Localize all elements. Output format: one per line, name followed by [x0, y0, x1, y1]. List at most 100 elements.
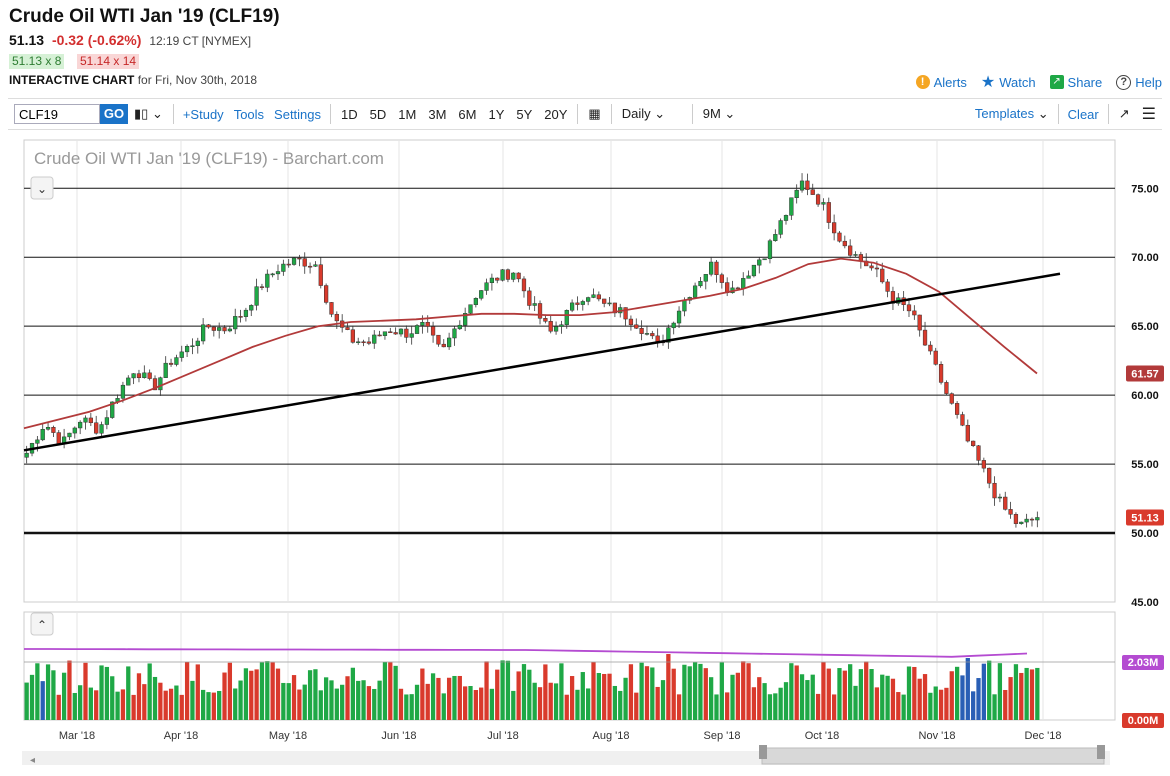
collapse-button[interactable] [30, 176, 54, 200]
volume-bar [126, 666, 131, 720]
volume-bar [676, 694, 682, 720]
go-button[interactable]: GO [100, 104, 128, 124]
range-dropdown[interactable]: 9M ⌄ [702, 106, 736, 121]
candle [233, 316, 238, 330]
candle [500, 269, 505, 281]
candle [580, 301, 585, 305]
volume-bar [254, 669, 259, 720]
volume-ma-line [24, 648, 1028, 658]
candle [687, 297, 692, 301]
volume-bar [94, 690, 99, 720]
period-1m[interactable]: 1M [398, 106, 417, 122]
interval-dropdown[interactable]: Daily ⌄ [621, 106, 666, 121]
candle [896, 297, 901, 304]
volume-bar [634, 692, 639, 720]
candle [853, 254, 858, 256]
candle [671, 322, 676, 329]
scroll-handle-left[interactable] [759, 745, 767, 759]
volume-bar [516, 671, 521, 720]
help-link[interactable]: ? Help [1116, 74, 1162, 90]
collapse-button[interactable] [30, 612, 54, 636]
candle [217, 327, 222, 331]
volume-bar [660, 680, 666, 720]
candle [543, 318, 548, 322]
period-5y[interactable]: 5Y [516, 106, 533, 122]
tools-button[interactable]: Tools [233, 106, 265, 122]
volume-bar [896, 692, 901, 720]
period-1d[interactable]: 1D [341, 106, 358, 122]
volume-bar [163, 690, 168, 720]
volume-bar [286, 683, 291, 720]
watch-link[interactable]: ★ Watch [980, 74, 1036, 91]
period-3m[interactable]: 3M [428, 106, 447, 122]
volume-ma-badge [1122, 655, 1164, 670]
candle [388, 331, 393, 333]
period-5d[interactable]: 5D [369, 106, 387, 122]
study-button[interactable]: +Study [182, 106, 224, 122]
volume-bar [152, 676, 158, 720]
divider [330, 104, 332, 124]
candle [837, 232, 842, 242]
volume-bar [51, 670, 56, 720]
volume-bar [259, 662, 265, 720]
candle [168, 362, 174, 365]
volume-bar [987, 660, 992, 720]
settings-button[interactable]: Settings [274, 106, 322, 122]
volume-bar [136, 673, 142, 720]
candle [409, 333, 414, 338]
clear-button[interactable]: Clear [1067, 106, 1099, 122]
period-6m[interactable]: 6M [458, 106, 477, 122]
candle [783, 215, 789, 221]
candle [318, 264, 323, 286]
candle [334, 313, 339, 322]
candle [537, 303, 543, 319]
templates-dropdown[interactable]: Templates ⌄ [974, 106, 1049, 121]
scroll-thumb[interactable] [761, 747, 1105, 765]
candle [746, 275, 751, 279]
volume-bar [725, 692, 730, 720]
candle [324, 285, 329, 303]
volume-bar [842, 670, 847, 720]
volume-bar [425, 683, 430, 720]
volume-bar [532, 682, 537, 720]
candle [692, 285, 698, 298]
period-20y[interactable]: 20Y [544, 106, 568, 122]
y-tick-box [1126, 457, 1164, 472]
candle [564, 310, 569, 325]
chart-type-dropdown[interactable]: ▮▯ ⌄ [128, 106, 169, 122]
alerts-link[interactable]: ! Alerts [915, 75, 967, 90]
scroll-handle-right[interactable] [1097, 745, 1105, 759]
candle [259, 286, 265, 288]
divider [577, 104, 579, 124]
candle [56, 432, 61, 445]
menu-icon[interactable]: ☰ [1141, 106, 1156, 123]
candle [933, 350, 938, 365]
candle [789, 197, 794, 216]
trend-line [23, 272, 1061, 452]
period-1y[interactable]: 1Y [488, 106, 505, 122]
candle [40, 429, 45, 441]
ask-badge: 51.14 x 14 [77, 54, 140, 69]
volume-bar [644, 666, 650, 720]
candle [382, 331, 388, 336]
symbol-input[interactable] [14, 104, 100, 124]
volume-bar [794, 665, 799, 720]
volume-bar [275, 668, 281, 720]
volume-bar [612, 685, 618, 720]
volume-bar [372, 688, 377, 720]
candle [516, 272, 521, 280]
volume-bar [446, 677, 452, 720]
candle [1008, 509, 1013, 515]
x-tick-label: Oct '18 [805, 730, 840, 742]
volume-bar [115, 691, 120, 720]
volume-bar [29, 674, 35, 720]
candle [553, 326, 559, 332]
candle [174, 357, 179, 365]
candle [965, 424, 970, 442]
volume-bar [452, 675, 457, 720]
calendar-icon[interactable]: ▦ [588, 106, 601, 121]
candle [1035, 517, 1040, 521]
candlestick-icon: ▮▯ [134, 106, 149, 121]
expand-icon[interactable]: ↗ [1118, 106, 1130, 121]
share-link[interactable]: ↗ Share [1049, 75, 1102, 90]
